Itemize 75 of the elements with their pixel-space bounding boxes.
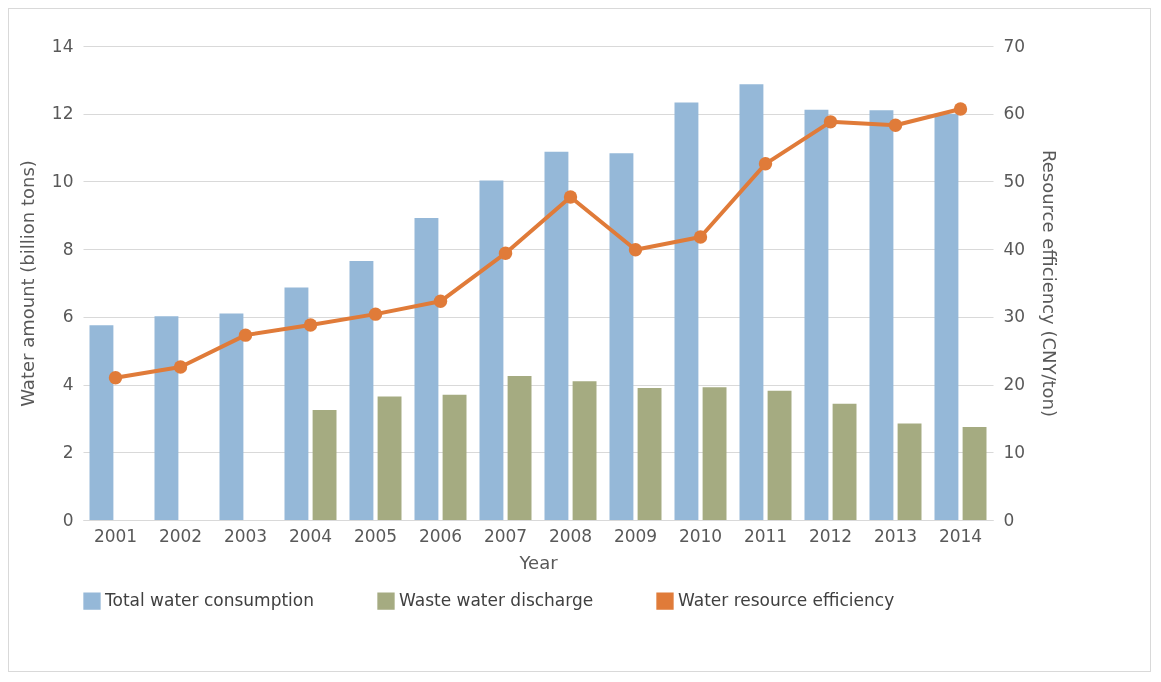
bar [349, 260, 374, 520]
bar [377, 396, 402, 520]
x-tick-label: 2010 [678, 525, 723, 546]
bar [479, 180, 504, 520]
bar [674, 102, 699, 520]
point [823, 115, 838, 129]
bar [637, 387, 662, 520]
y2-tick-label: 40 [1003, 238, 1026, 259]
bar [767, 390, 792, 520]
x-axis-title: Year [518, 551, 559, 573]
x-tick-label: 2008 [548, 525, 593, 546]
legend-label: Water resource efficiency [678, 590, 895, 611]
x-tick-label: 2003 [223, 525, 268, 546]
bar [312, 409, 337, 520]
y2-axis-title: Resource efficiency (CNY/ton) [1039, 149, 1061, 418]
y-tick-label: 12 [51, 103, 74, 124]
y2-tick-label: 70 [1003, 35, 1026, 56]
bar [544, 151, 569, 520]
legend-label: Waste water discharge [399, 590, 594, 611]
bar [154, 316, 179, 520]
bar [609, 153, 634, 520]
bar [934, 113, 959, 520]
point [498, 246, 513, 260]
bar [89, 325, 114, 520]
y-tick-label: 6 [62, 306, 74, 327]
y-tick-label: 4 [62, 374, 74, 395]
y2-tick-label: 20 [1003, 374, 1026, 395]
bar [284, 287, 309, 520]
point [953, 102, 968, 116]
bar [702, 387, 727, 520]
x-tick-label: 2001 [93, 525, 138, 546]
x-tick-label: 2004 [288, 525, 333, 546]
point [433, 294, 448, 308]
legend-label: Total water consumption [104, 590, 315, 611]
x-tick-label: 2013 [873, 525, 918, 546]
x-tick-label: 2011 [743, 525, 788, 546]
y2-tick-label: 10 [1003, 441, 1026, 462]
point [303, 318, 318, 332]
y2-tick-label: 60 [1003, 103, 1026, 124]
y2-tick-label: 0 [1003, 509, 1015, 530]
point [628, 243, 643, 257]
bar [219, 313, 244, 520]
bar [962, 426, 987, 520]
x-tick-label: 2009 [613, 525, 658, 546]
y-tick-label: 0 [62, 509, 74, 530]
bar [739, 84, 764, 520]
y-axis-title: Water amount (billion tons) [16, 160, 38, 407]
point [173, 360, 188, 374]
y-tick-label: 10 [51, 170, 74, 191]
bar [442, 394, 467, 520]
point [238, 328, 253, 342]
x-tick-label: 2002 [158, 525, 203, 546]
point [108, 371, 123, 385]
x-tick-label: 2006 [418, 525, 463, 546]
x-tick-label: 2007 [483, 525, 528, 546]
x-tick-label: 2014 [938, 525, 983, 546]
y-tick-label: 14 [51, 35, 74, 56]
point [368, 307, 383, 321]
bar [897, 423, 922, 520]
y2-tick-label: 30 [1003, 306, 1026, 327]
point [758, 157, 773, 171]
point [563, 190, 578, 204]
y-tick-label: 8 [62, 238, 74, 259]
x-tick-label: 2012 [808, 525, 853, 546]
point [888, 118, 903, 132]
bar [414, 217, 439, 520]
point [693, 230, 708, 244]
y2-tick-label: 50 [1003, 170, 1026, 191]
bar [804, 109, 829, 520]
bar [869, 110, 894, 520]
x-tick-label: 2005 [353, 525, 398, 546]
y-tick-label: 2 [62, 441, 74, 462]
bar [832, 403, 857, 520]
bar [572, 381, 597, 520]
bar [507, 376, 532, 520]
